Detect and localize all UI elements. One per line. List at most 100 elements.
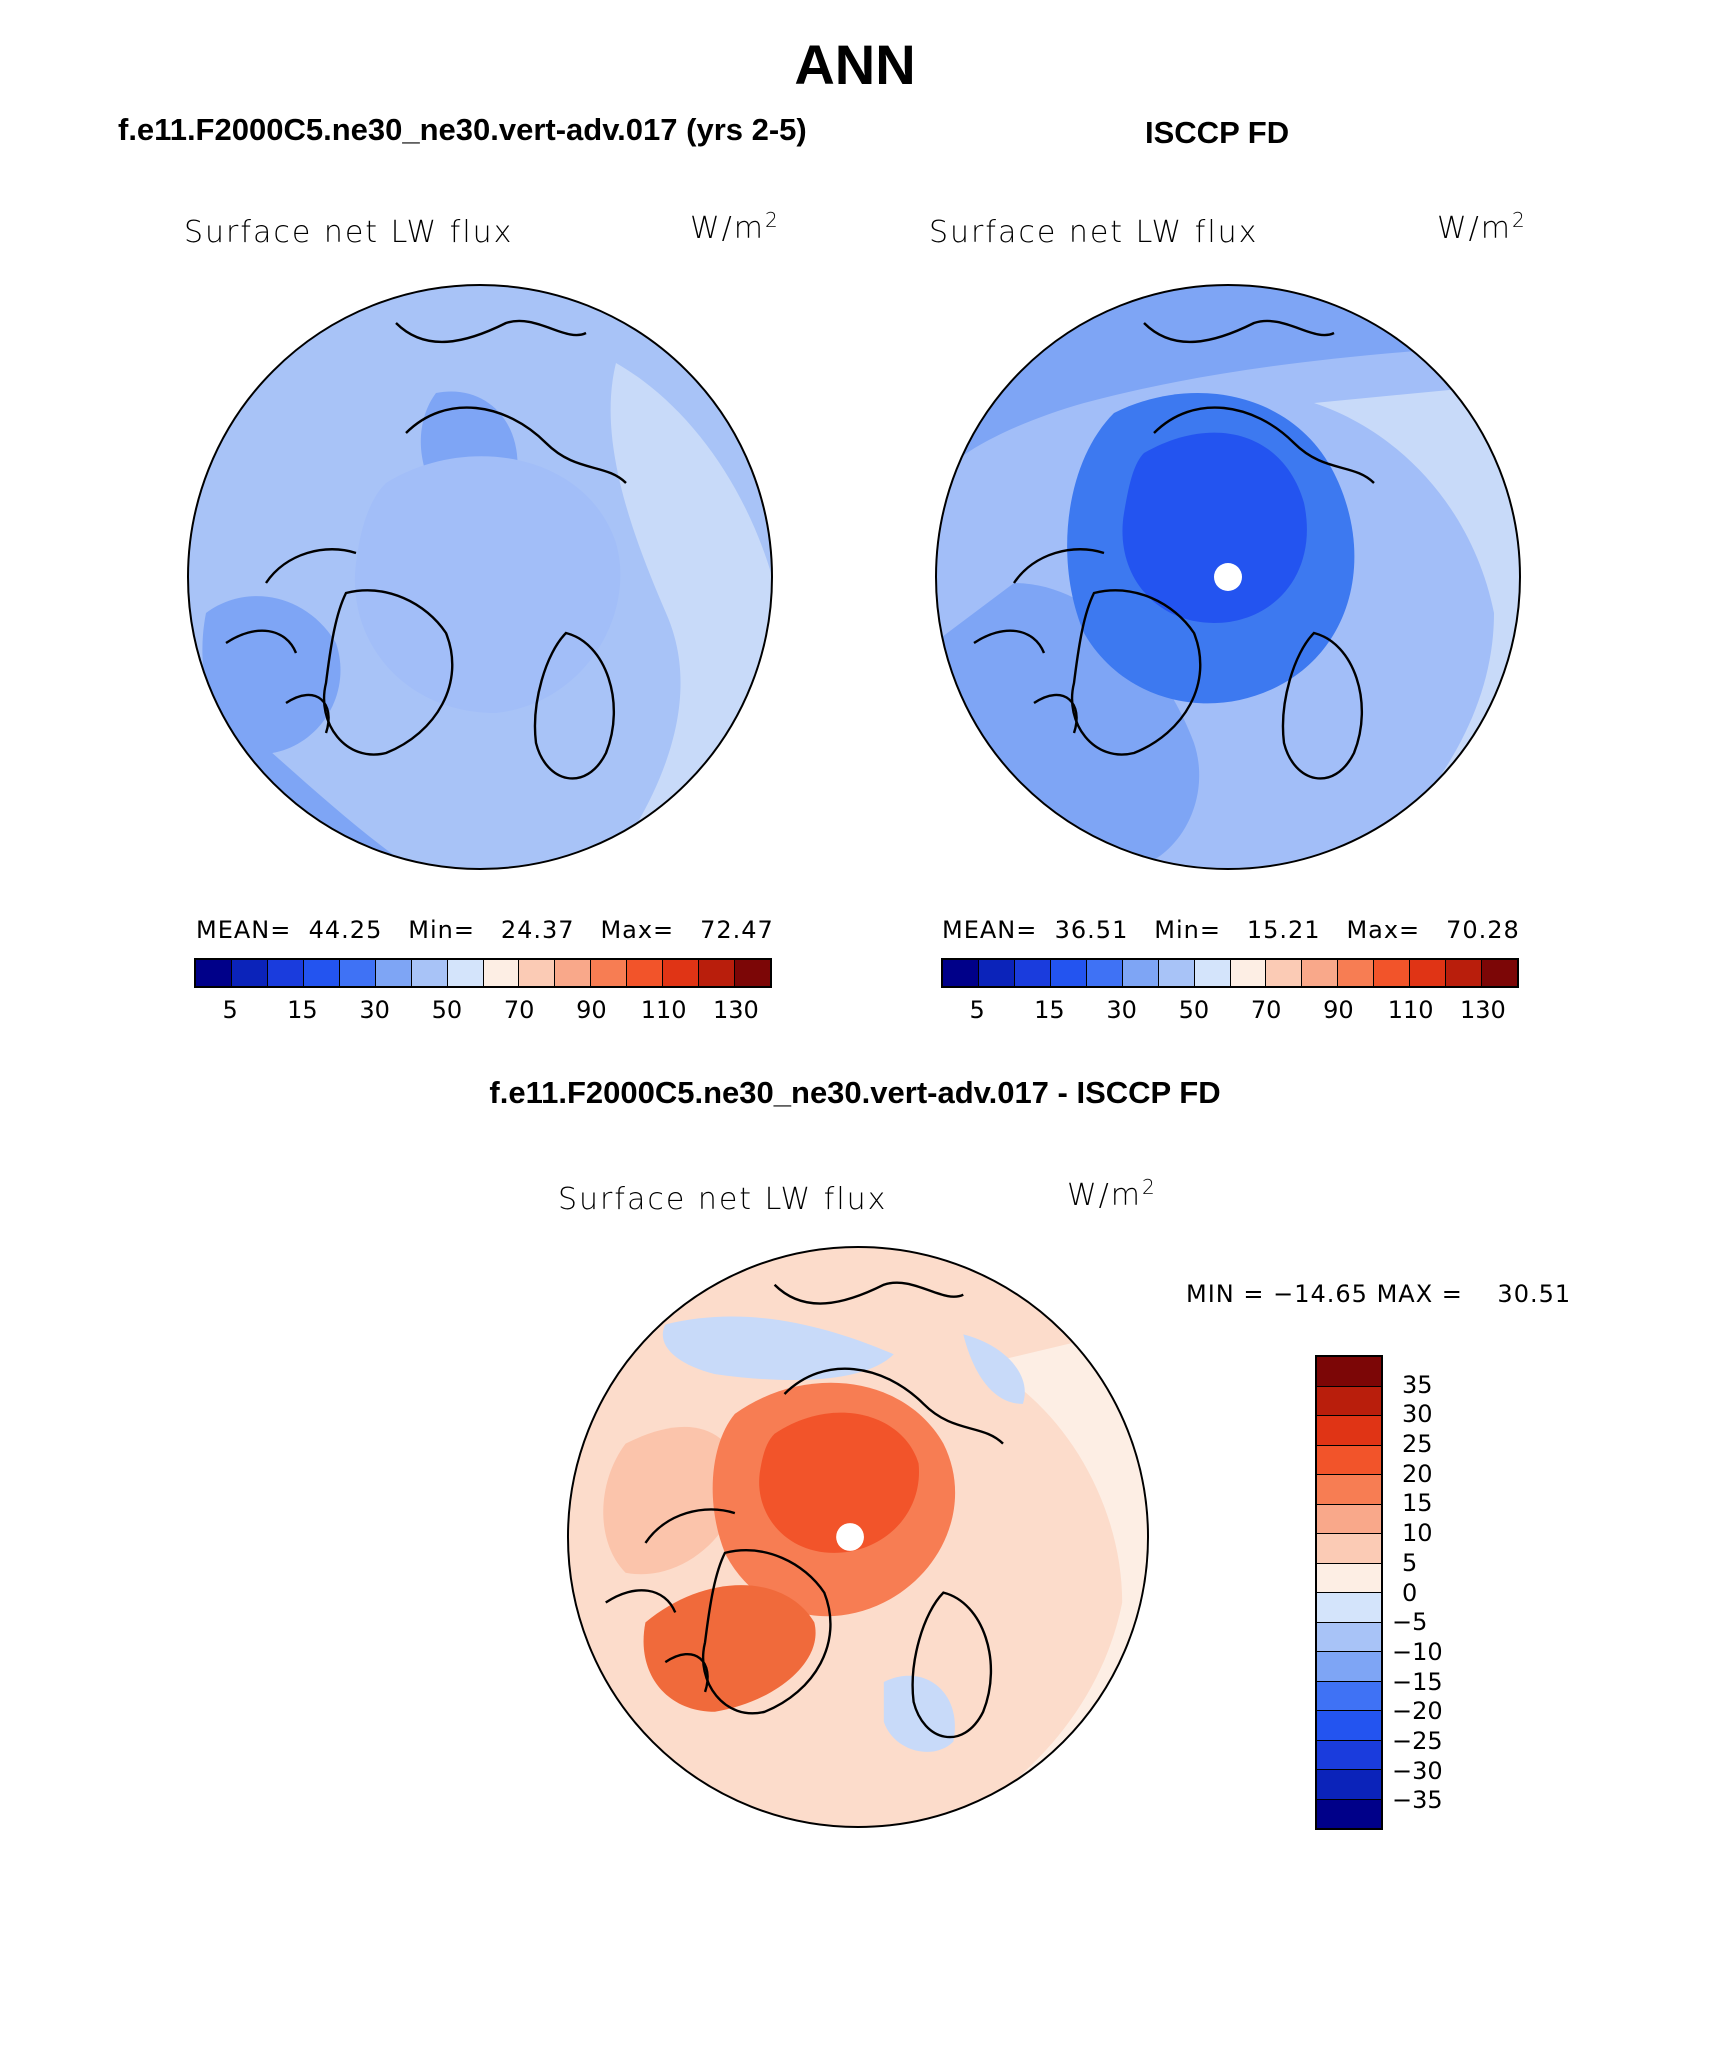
colorbar-swatch [554,960,591,986]
polar-map-diff [566,1245,1150,1829]
field-region-deepest [1122,432,1307,623]
colorbar-tick-label: 30 [1106,996,1137,1024]
colorbar-tick-label: −30 [1392,1756,1443,1785]
colorbar-swatch [662,960,699,986]
colorbar-tick-label: 50 [431,996,463,1024]
units-label-model: W/m2 [690,208,779,246]
colorbar-swatch [1317,1385,1381,1415]
colorbar-tick-label: 15 [1034,996,1065,1024]
field-region-greenland [643,1585,816,1712]
coastlines [973,319,1375,780]
colorbar-swatch [1337,960,1374,986]
colorbar-tick-label: 30 [359,996,390,1024]
colorbar-swatch [1193,960,1230,986]
field-region-mid [936,285,1520,483]
colorbar-swatch [1317,1621,1381,1651]
colorbar-swatch [1481,960,1517,986]
field-region-deepest [759,1412,920,1553]
colorbar-obs [941,958,1519,988]
coastlines [225,319,627,780]
colorbar-swatch [626,960,663,986]
colorbar-tick-label: −35 [1392,1786,1443,1815]
colorbar-swatch [977,960,1014,986]
colorbar-swatch [1013,960,1050,986]
colorbar-swatch [1317,1710,1381,1740]
units-label-diff: W/m2 [1067,1175,1156,1213]
colorbar-swatch [1373,960,1410,986]
stats-obs: MEAN= 36.51 Min= 15.21 Max= 70.28 [942,916,1520,944]
colorbar-tick-label: 30 [1402,1400,1433,1429]
colorbar-tick-label: −15 [1392,1667,1443,1696]
colorbar-tick-label: 90 [1323,996,1354,1024]
colorbar-tick-label: −5 [1392,1608,1428,1637]
colorbar-swatch [446,960,483,986]
colorbar-swatch [266,960,303,986]
colorbar-swatch [1317,1474,1381,1504]
colorbar-swatch [734,960,770,986]
panel-header-model: f.e11.F2000C5.ne30_ne30.vert-adv.017 (yr… [118,112,807,147]
colorbar-swatch [1317,1503,1381,1533]
colorbar-tick-label: 10 [1402,1519,1433,1548]
polar-map-model [187,284,773,870]
colorbar-swatch [1317,1680,1381,1710]
colorbar-tick-label: 70 [503,996,535,1024]
colorbar-tick-label: 50 [1178,996,1210,1024]
colorbar-swatch [1121,960,1158,986]
colorbar-swatch [518,960,555,986]
units-label-obs: W/m2 [1437,208,1526,246]
colorbar-swatch [1317,1769,1381,1799]
colorbar-swatch [1317,1415,1381,1445]
stats-model: MEAN= 44.25 Min= 24.37 Max= 72.47 [196,916,774,944]
variable-label-model: Surface net LW flux [184,215,514,250]
colorbar-tick-label: 35 [1402,1370,1433,1399]
colorbar-swatch [1317,1562,1381,1592]
colorbar-swatch [410,960,447,986]
colorbar-swatch [1317,1592,1381,1622]
colorbar-tick-label: −25 [1392,1726,1443,1755]
colorbar-tick-label: 5 [1402,1548,1418,1577]
colorbar-swatch [1317,1651,1381,1681]
colorbar-tick-label: 130 [712,996,759,1024]
colorbar-tick-label: 15 [287,996,318,1024]
field-region-cool [662,1316,894,1381]
colorbar-swatch [338,960,375,986]
colorbar-diff [1315,1355,1383,1830]
colorbar-swatch [1445,960,1482,986]
field-region-base [603,1426,745,1575]
panel-header-diff: f.e11.F2000C5.ne30_ne30.vert-adv.017 - I… [489,1075,1221,1110]
polar-map-obs [935,284,1521,870]
colorbar-swatch [1085,960,1122,986]
colorbar-tick-label: 110 [640,996,687,1024]
colorbar-tick-label: 70 [1250,996,1282,1024]
colorbar-ticks-model: 5 15 30 50 70 90 110 130 [194,996,772,1026]
colorbar-tick-label: 5 [222,996,238,1024]
colorbar-tick-label: 90 [576,996,607,1024]
colorbar-swatch [374,960,411,986]
colorbar-swatch [1317,1798,1381,1828]
stats-diff: MIN = −14.65 MAX = 30.51 [1186,1280,1572,1308]
colorbar-swatch [698,960,735,986]
colorbar-swatch [196,960,231,986]
colorbar-swatch [1229,960,1266,986]
figure-title: ANN [794,33,916,96]
colorbar-tick-label: 0 [1402,1578,1418,1607]
colorbar-ticks-obs: 5 15 30 50 70 90 110 130 [941,996,1519,1026]
colorbar-swatch [1265,960,1302,986]
colorbar-tick-label: 130 [1459,996,1506,1024]
colorbar-tick-label: 20 [1402,1459,1433,1488]
colorbar-swatch [1317,1533,1381,1563]
pole-mask [1214,563,1242,591]
colorbar-swatch [1409,960,1446,986]
coastlines [605,1281,1004,1739]
colorbar-swatch [590,960,627,986]
colorbar-swatch [1049,960,1086,986]
colorbar-tick-label: 25 [1402,1430,1433,1459]
variable-label-obs: Surface net LW flux [929,215,1259,250]
variable-label-diff: Surface net LW flux [558,1182,888,1217]
pole-mask [836,1523,864,1551]
colorbar-ticks-diff: 35 30 25 20 15 10 5 0 −5 −10 −15 −20 −25 −30 −35 [1392,1355,1492,1830]
colorbar-tick-label: 5 [969,996,985,1024]
colorbar-swatch [1157,960,1194,986]
field-region-cool-2 [963,1334,1025,1404]
colorbar-swatch [482,960,519,986]
